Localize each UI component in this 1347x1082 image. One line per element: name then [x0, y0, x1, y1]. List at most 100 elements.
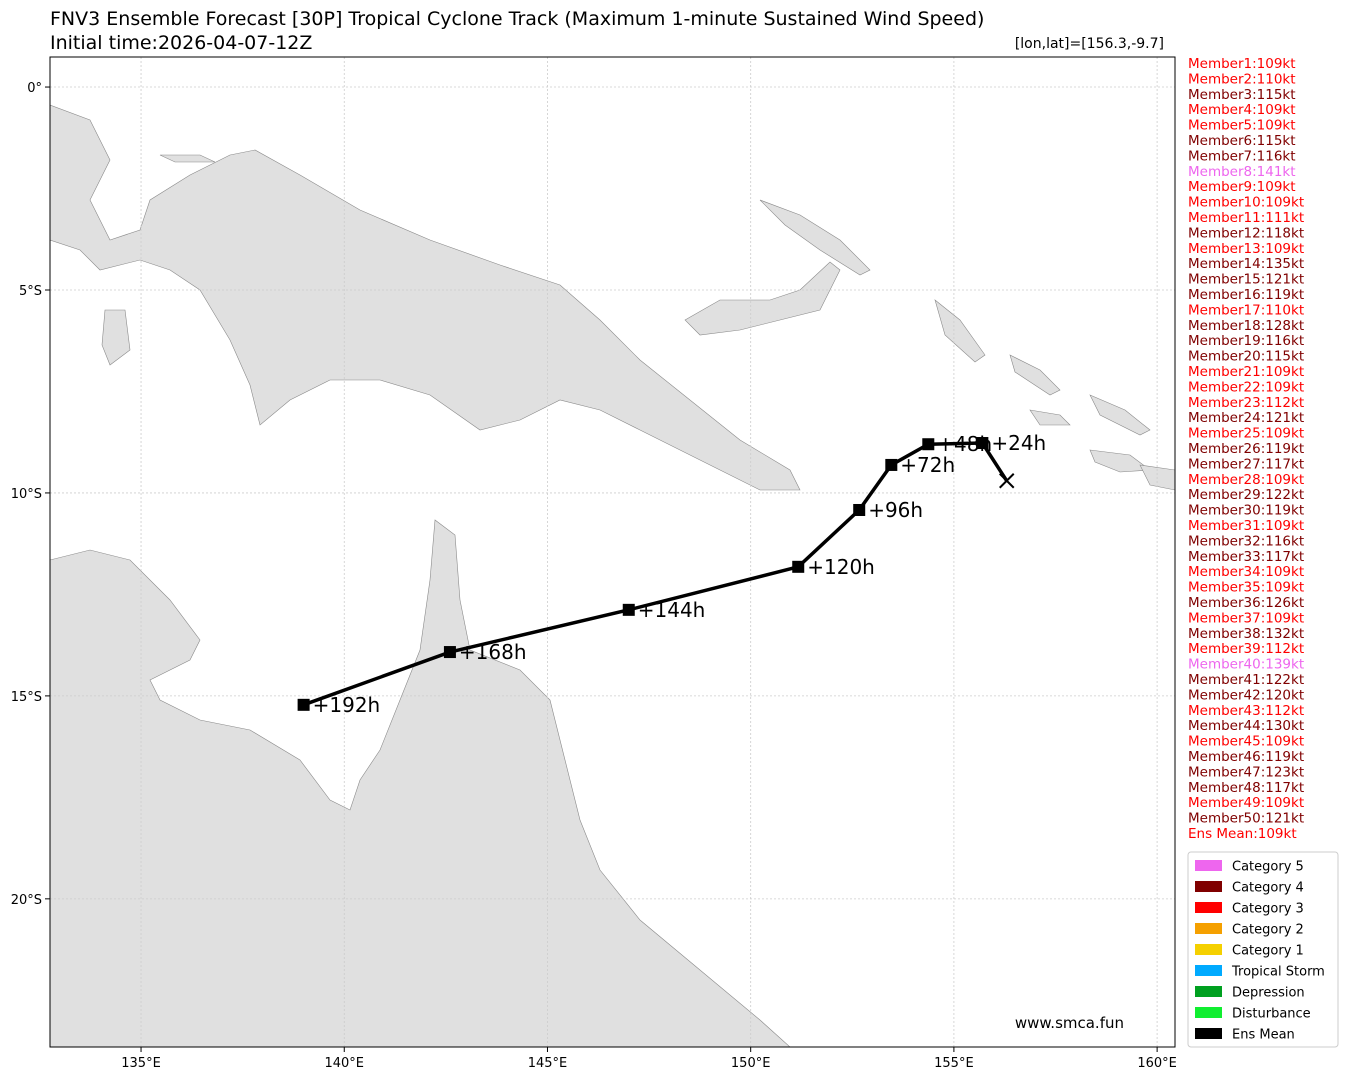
member-label: Member1:109kt: [1188, 56, 1296, 72]
x-tick-label: 145°E: [528, 1056, 568, 1071]
member-label: Member18:128kt: [1188, 318, 1304, 334]
member-label: Member13:109kt: [1188, 241, 1304, 257]
new-guinea: [50, 104, 801, 491]
member-label: Member45:109kt: [1188, 734, 1304, 750]
member-label: Member22:109kt: [1188, 379, 1304, 395]
legend-label: Disturbance: [1232, 1007, 1311, 1022]
legend-swatch: [1195, 986, 1222, 997]
point-label: +48h: [937, 432, 992, 456]
start-marker: [999, 473, 1015, 489]
member-label: Member30:119kt: [1188, 503, 1304, 519]
yapen: [159, 154, 216, 163]
member-label: Member2:110kt: [1188, 71, 1296, 87]
legend-box: [1187, 851, 1339, 1048]
member-label: Member44:130kt: [1188, 718, 1304, 734]
legend: Category 5 Category 4 Category 3 Category 2…: [1195, 860, 1325, 1043]
member-label: Member14:135kt: [1188, 256, 1304, 272]
new-britain: [684, 261, 841, 336]
track-point: [976, 437, 989, 450]
member-label: Member31:109kt: [1188, 518, 1304, 534]
member-label: Member8:141kt: [1188, 164, 1296, 180]
axes: 135°E 140°E 145°E 150°E 155°E 160°E 0° 5°S 10°S 1…: [11, 81, 1177, 1071]
y-tick-label: 0°: [27, 81, 42, 96]
member-label: Member37:109kt: [1188, 610, 1304, 626]
y-tick-label: 15°S: [11, 690, 42, 705]
new-ireland: [759, 199, 871, 276]
member-label: Member20:115kt: [1188, 349, 1304, 365]
track-point: [443, 646, 456, 659]
new-georgia: [1029, 409, 1071, 426]
member-label: Member41:122kt: [1188, 672, 1304, 688]
member-label: Member9:109kt: [1188, 179, 1296, 195]
member-label: Member40:139kt: [1188, 657, 1304, 673]
tracks: +24h+48h+72h +96h +120h +144h +168h +192h: [297, 431, 1046, 717]
member-label: Member19:116kt: [1188, 333, 1304, 349]
track-point: [922, 438, 935, 451]
member-label: Member39:112kt: [1188, 641, 1304, 657]
member-label: Member36:126kt: [1188, 595, 1304, 611]
member-label: Member29:122kt: [1188, 487, 1304, 503]
member-label: Member15:121kt: [1188, 272, 1304, 288]
member-label: Member32:116kt: [1188, 533, 1304, 549]
member-label: Member21:109kt: [1188, 364, 1304, 380]
legend-label: Category 2: [1232, 923, 1304, 938]
legend-label: Depression: [1232, 986, 1305, 1001]
point-label: +120h: [807, 555, 875, 579]
member-label: Member11:111kt: [1188, 210, 1304, 226]
member-label: Member48:117kt: [1188, 780, 1304, 796]
point-label: +96h: [868, 498, 923, 522]
x-tick-label: 140°E: [324, 1056, 364, 1071]
legend-label: Category 1: [1232, 944, 1304, 959]
member-label: Member49:109kt: [1188, 795, 1304, 811]
legend-swatch: [1195, 881, 1222, 892]
legend-swatch: [1195, 944, 1222, 955]
track-point: [622, 603, 635, 616]
track-point: [885, 458, 898, 471]
member-label: Member17:110kt: [1188, 302, 1304, 318]
legend-label: Category 3: [1232, 902, 1304, 917]
x-tick-label: 150°E: [731, 1056, 771, 1071]
y-tick-label: 10°S: [11, 487, 42, 502]
plot-frame: [49, 56, 1176, 1048]
point-label: +192h: [313, 693, 381, 717]
member-label: Member33:117kt: [1188, 549, 1304, 565]
position-label: [lon,lat]=[156.3,-9.7]: [1015, 36, 1164, 52]
track-point: [853, 503, 866, 516]
point-label: +144h: [638, 598, 706, 622]
y-tick-label: 5°S: [19, 284, 42, 299]
legend-label: Category 4: [1232, 881, 1304, 896]
legend-label: Ens Mean: [1232, 1028, 1295, 1043]
member-label: Member34:109kt: [1188, 564, 1304, 580]
member-label: Member46:119kt: [1188, 749, 1304, 765]
member-label: Member28:109kt: [1188, 472, 1304, 488]
santa-isabel: [1089, 394, 1151, 436]
track-line: [303, 441, 1009, 707]
guadalcanal: [1089, 449, 1151, 473]
member-label: Member6:115kt: [1188, 133, 1296, 149]
chart-subtitle: Initial time:2026-04-07-12Z: [50, 32, 312, 54]
legend-swatch: [1195, 860, 1222, 871]
chart-title: FNV3 Ensemble Forecast [30P] Tropical Cy…: [50, 8, 984, 30]
australia: [50, 519, 791, 1047]
member-label: Member7:116kt: [1188, 148, 1296, 164]
member-label: Member23:112kt: [1188, 395, 1304, 411]
map-layer: +24h+48h+72h +96h +120h +144h +168h +192h: [50, 57, 1175, 1047]
track-point: [297, 698, 310, 711]
watermark: www.smca.fun: [1015, 1014, 1124, 1032]
legend-swatch: [1195, 902, 1222, 913]
member-label: Member16:119kt: [1188, 287, 1304, 303]
member-label: Member43:112kt: [1188, 703, 1304, 719]
member-label: Member35:109kt: [1188, 580, 1304, 596]
member-label: Member26:119kt: [1188, 441, 1304, 457]
member-label: Member5:109kt: [1188, 118, 1296, 134]
member-label: Member24:121kt: [1188, 410, 1304, 426]
member-label: Ens Mean:109kt: [1188, 826, 1297, 842]
choiseul: [1009, 354, 1061, 396]
member-label: Member12:118kt: [1188, 225, 1304, 241]
member-label: Member4:109kt: [1188, 102, 1296, 118]
member-label: Member50:121kt: [1188, 811, 1304, 827]
grid: [50, 57, 1175, 1047]
legend-label: Tropical Storm: [1231, 965, 1325, 980]
